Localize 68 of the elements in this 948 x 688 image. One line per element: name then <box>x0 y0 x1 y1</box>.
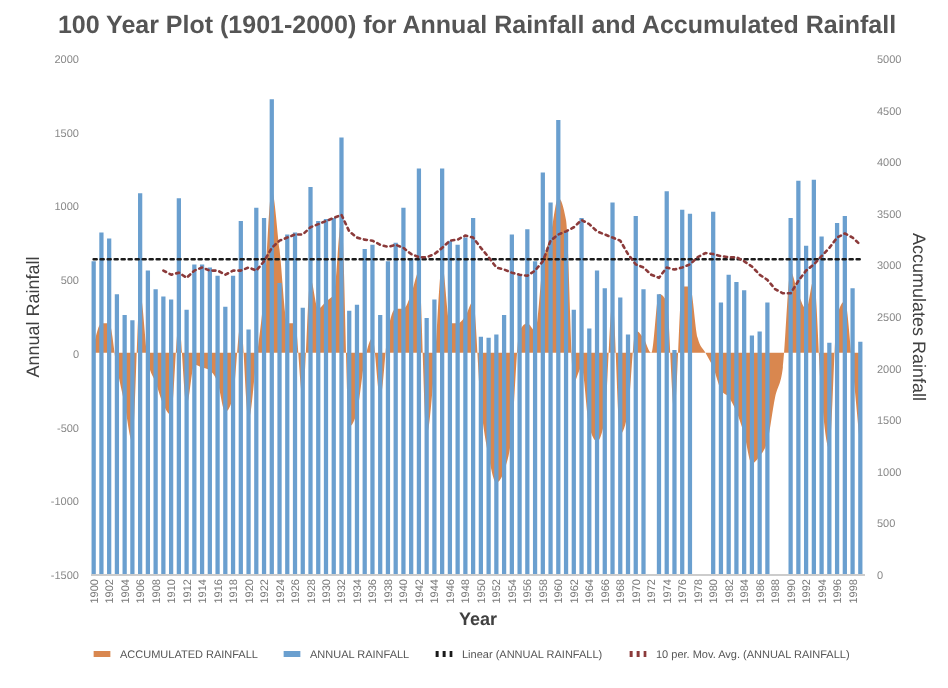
x-axis-title: Year <box>458 609 498 630</box>
bar <box>440 168 445 574</box>
bar <box>323 218 329 574</box>
bar <box>455 244 460 574</box>
bar <box>687 213 693 574</box>
bar <box>192 264 197 574</box>
bar <box>811 179 816 574</box>
bar <box>734 281 739 574</box>
bar <box>842 215 847 574</box>
bar <box>501 314 507 574</box>
bar <box>742 290 747 574</box>
bar <box>269 99 274 574</box>
bar <box>471 217 476 574</box>
bar <box>494 334 499 574</box>
bar <box>145 270 151 574</box>
bar <box>680 209 685 574</box>
bar <box>362 248 367 574</box>
bar <box>401 207 406 574</box>
bar <box>215 275 220 574</box>
bar <box>285 234 290 574</box>
bar <box>540 172 545 574</box>
bar <box>610 202 615 574</box>
bar <box>525 229 530 574</box>
bar <box>726 274 731 574</box>
bar <box>509 234 514 574</box>
bar <box>556 119 561 574</box>
bar <box>796 180 801 574</box>
bar <box>107 238 112 574</box>
bar <box>656 294 662 574</box>
bar <box>99 232 104 574</box>
bar <box>199 264 205 574</box>
bar <box>633 215 638 574</box>
bar <box>308 187 313 574</box>
bar <box>370 244 375 574</box>
bar <box>765 302 770 574</box>
chart-title: 100 Year Plot (1901-2000) for Annual Rainfall and Accumulated Rainfall <box>57 11 897 39</box>
bar <box>122 314 127 574</box>
y-axis-title: Annual Rainfall <box>22 256 43 378</box>
bar <box>114 294 120 574</box>
bar <box>416 168 422 574</box>
bar <box>354 304 360 574</box>
bar <box>339 137 344 574</box>
bar <box>478 336 483 574</box>
y2-axis-title: Accumulates Rainfall <box>909 232 930 402</box>
bar <box>138 193 143 574</box>
bar <box>711 211 716 574</box>
bar <box>718 302 724 574</box>
bar <box>385 261 391 574</box>
bar <box>230 275 236 574</box>
bar <box>834 223 840 574</box>
bar <box>168 299 174 574</box>
bar <box>486 337 491 574</box>
bar <box>664 191 669 574</box>
bar <box>161 296 166 574</box>
bar <box>749 335 755 574</box>
bar <box>176 198 181 574</box>
bar <box>261 217 267 574</box>
bar <box>532 261 538 574</box>
line-series <box>162 213 862 295</box>
bar <box>447 240 453 574</box>
bar <box>238 221 243 574</box>
bar <box>625 334 631 574</box>
bar <box>579 217 584 574</box>
bar <box>563 231 569 574</box>
bar <box>254 207 259 574</box>
bar <box>292 232 298 574</box>
bar <box>594 270 600 574</box>
bar <box>207 267 212 574</box>
